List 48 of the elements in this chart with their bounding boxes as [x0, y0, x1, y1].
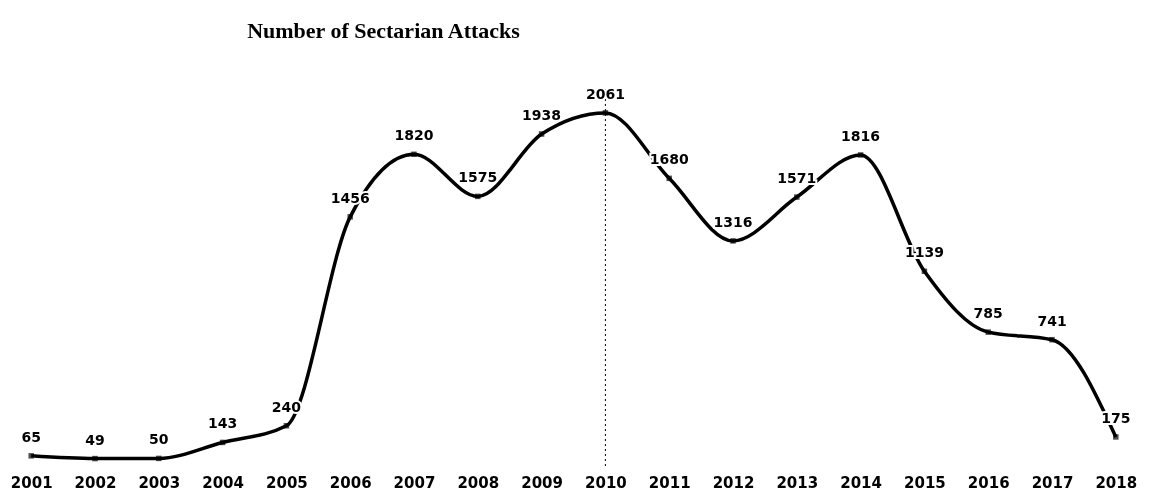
data-label: 1316 [713, 213, 753, 230]
data-label: 1575 [458, 169, 498, 186]
data-label: 49 [85, 431, 105, 448]
x-tick-label: 2015 [904, 473, 946, 492]
x-tick-label: 2012 [712, 473, 755, 492]
data-label: 143 [207, 415, 238, 432]
x-tick-label: 2006 [329, 473, 372, 492]
point [156, 455, 162, 462]
data-label: 741 [1037, 312, 1067, 329]
x-tick-label: 2010 [585, 473, 627, 492]
data-label: 2061 [585, 85, 625, 102]
x-tick-label: 2018 [1095, 473, 1138, 492]
chart-title: Number of Sectarian Attacks [247, 17, 521, 43]
point [1049, 336, 1055, 343]
data-label: 65 [21, 428, 41, 445]
x-tick-label: 2011 [648, 473, 691, 492]
point [411, 151, 417, 158]
point [857, 152, 864, 158]
point [92, 455, 98, 462]
point [475, 193, 481, 200]
x-tick-label: 2003 [138, 473, 181, 492]
point [1113, 434, 1119, 440]
point [602, 110, 609, 116]
x-tick-label: 2007 [393, 473, 436, 492]
data-label: 50 [149, 431, 169, 448]
x-tick-label: 2017 [1031, 473, 1074, 492]
point [347, 214, 353, 220]
x-tick-label: 2016 [967, 473, 1010, 492]
data-label: 1938 [522, 107, 562, 124]
point [28, 453, 34, 459]
x-tick-label: 2002 [74, 473, 117, 492]
x-tick-label: 2005 [266, 473, 308, 492]
x-tick-label: 2013 [776, 473, 819, 492]
data-label: 1820 [394, 127, 434, 144]
x-tick-label: 2004 [202, 473, 244, 492]
x-tick-label: 2008 [457, 473, 500, 492]
data-label: 1571 [777, 170, 817, 187]
point [666, 175, 672, 182]
x-tick-label: 2001 [10, 473, 53, 492]
point [538, 131, 545, 137]
data-label: 1816 [841, 127, 881, 144]
x-tick-label: 2014 [840, 473, 882, 492]
point [794, 194, 800, 200]
point [730, 238, 736, 244]
data-label: 785 [973, 305, 1003, 322]
point [283, 423, 290, 429]
x-tick-label: 2009 [521, 473, 563, 492]
point [985, 329, 991, 335]
